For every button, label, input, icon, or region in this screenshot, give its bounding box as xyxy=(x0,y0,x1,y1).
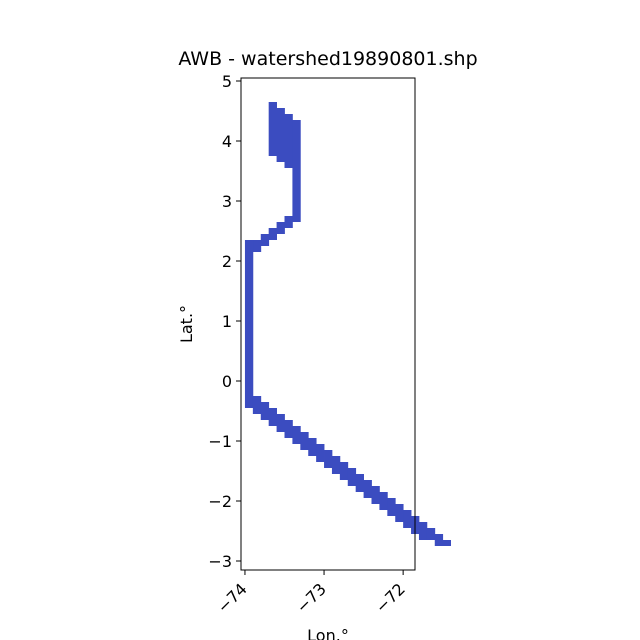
y-tick-label-1: 4 xyxy=(222,132,232,151)
x-axis-ticks: −74 −73 −72 xyxy=(213,570,409,617)
y-tick-label-6: −1 xyxy=(208,432,232,451)
watershed-cell-4 xyxy=(284,216,293,228)
watershed-cell-0 xyxy=(268,102,277,156)
watershed-cell-5 xyxy=(276,222,285,234)
watershed-cell-15 xyxy=(292,426,301,444)
watershed-cell-34 xyxy=(442,540,451,546)
watershed-cell-33 xyxy=(434,534,444,546)
plot-frame xyxy=(240,77,416,571)
y-axis-label: Lat.° xyxy=(177,305,196,343)
chart-title: AWB - watershed19890801.shp xyxy=(178,48,477,70)
watershed-cell-9 xyxy=(244,240,254,408)
watershed-cell-6 xyxy=(268,228,277,240)
watershed-cell-7 xyxy=(260,234,270,246)
watershed-cell-2 xyxy=(284,114,293,168)
watershed-cell-12 xyxy=(268,408,277,426)
watershed-cell-8 xyxy=(252,240,262,252)
x-axis-label: Lon.° xyxy=(307,626,349,640)
watershed-cell-29 xyxy=(403,510,412,528)
y-tick-label-5: 0 xyxy=(222,372,232,391)
watershed-cell-16 xyxy=(300,432,309,450)
watershed-cell-18 xyxy=(316,444,325,462)
watershed-cell-31 xyxy=(418,522,428,540)
watershed-cell-10 xyxy=(252,396,262,414)
watershed-cell-26 xyxy=(379,492,388,510)
watershed-cell-25 xyxy=(371,486,380,504)
watershed-cell-20 xyxy=(331,456,341,474)
x-tick-label-0: −74 xyxy=(213,579,250,616)
y-tick-label-8: −3 xyxy=(208,552,232,571)
watershed-cell-3 xyxy=(292,120,301,222)
watershed-cell-24 xyxy=(363,480,372,498)
watershed-cell-23 xyxy=(355,474,364,492)
y-tick-label-2: 3 xyxy=(222,192,232,211)
watershed-cell-13 xyxy=(276,414,285,432)
watershed-cell-28 xyxy=(395,504,404,522)
watershed-cell-1 xyxy=(276,108,285,162)
y-tick-label-3: 2 xyxy=(222,252,232,271)
watershed-cell-27 xyxy=(387,498,396,516)
watershed-cell-32 xyxy=(426,528,436,540)
y-tick-label-7: −2 xyxy=(208,492,232,511)
x-tick-label-1: −73 xyxy=(293,579,330,616)
watershed-cell-14 xyxy=(284,420,293,438)
watershed-cell-11 xyxy=(260,402,270,420)
watershed-cell-21 xyxy=(339,462,349,480)
y-tick-label-0: 5 xyxy=(222,72,232,91)
x-tick-label-2: −72 xyxy=(372,579,409,616)
y-axis-ticks: 5 4 3 2 1 0 −1 −2 −3 xyxy=(208,72,241,571)
watershed-cell-17 xyxy=(308,438,317,456)
watershed-cells xyxy=(244,102,451,546)
y-tick-label-4: 1 xyxy=(222,312,232,331)
watershed-cell-22 xyxy=(347,468,357,486)
watershed-cell-19 xyxy=(324,450,333,468)
